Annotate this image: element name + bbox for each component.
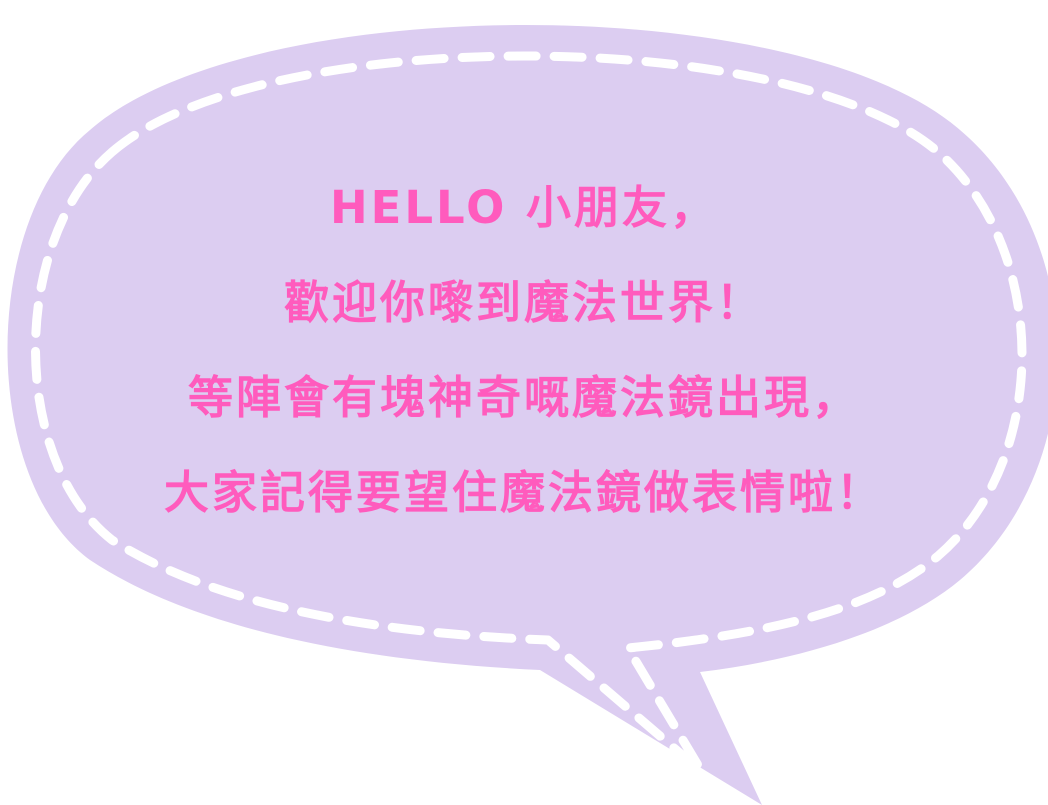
speech-bubble-body: [7, 25, 1048, 805]
message-line-4: 大家記得要望住魔法鏡做表情啦！: [163, 466, 884, 519]
message-line-1: HELLO 小朋友，: [329, 181, 719, 234]
speech-bubble-stitch: [31, 51, 1027, 777]
bubble-message: HELLO 小朋友， 歡迎你嚟到魔法世界！ 等陣會有塊神奇嘅魔法鏡出現， 大家記…: [40, 160, 1008, 540]
message-line-2: 歡迎你嚟到魔法世界！: [283, 276, 764, 329]
message-line-3: 等陣會有塊神奇嘅魔法鏡出現，: [187, 371, 860, 424]
